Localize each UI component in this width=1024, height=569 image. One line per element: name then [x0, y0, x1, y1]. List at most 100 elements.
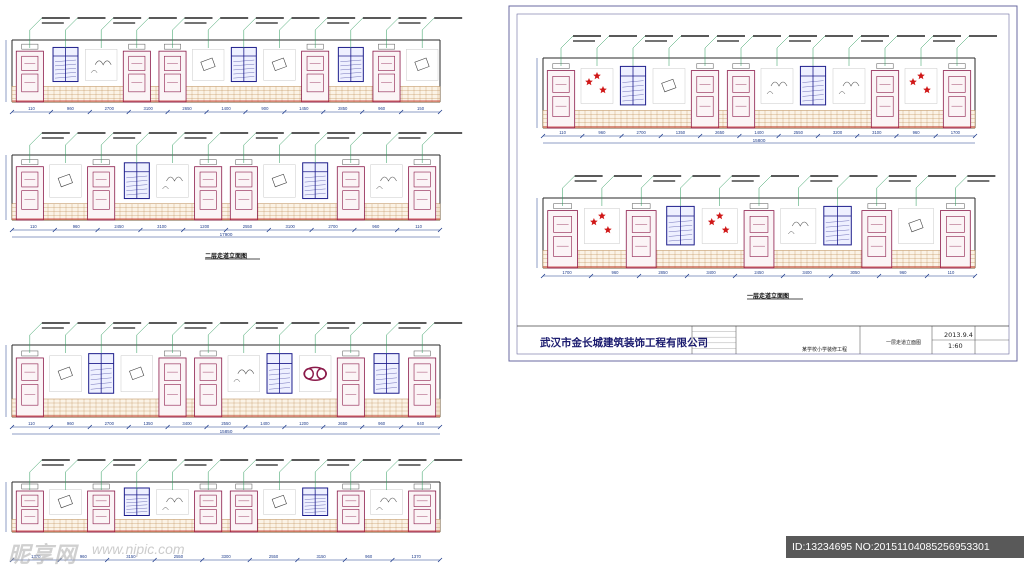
- dimension-value: 3050: [850, 270, 860, 275]
- overall-dimension: 15800: [753, 138, 766, 143]
- window-hatch: [269, 372, 290, 376]
- elevation-D: 1370 960 3150 2550 3300 2550 3150 960 1370: [5, 459, 463, 563]
- dimension-value: 1700: [562, 270, 572, 275]
- dimension-tick: [165, 109, 170, 115]
- leader-line: [65, 17, 78, 48]
- leader-line: [65, 322, 78, 353]
- dimension-value: 960: [365, 554, 373, 559]
- window-hatch: [269, 387, 290, 390]
- leader-line: [172, 322, 185, 353]
- wall-panel: [898, 208, 934, 244]
- window-hatch: [126, 501, 148, 503]
- dimension-tick: [204, 424, 209, 430]
- door: [726, 70, 756, 129]
- door-panel: [199, 494, 217, 507]
- star-decoration: [599, 86, 607, 94]
- leader-line: [956, 35, 970, 66]
- window-hatch: [668, 238, 693, 242]
- door-panel: [631, 236, 651, 257]
- title-block-grid: [517, 325, 1009, 354]
- dimension-tick: [126, 109, 132, 115]
- door-panel: [696, 96, 714, 117]
- window-hatch: [668, 220, 693, 223]
- window-hatch: [304, 504, 326, 507]
- door-panel: [235, 190, 253, 210]
- star-decoration: [590, 218, 598, 226]
- dimension-value: 960: [73, 224, 81, 229]
- leader-line: [29, 132, 43, 163]
- dimension-tick: [540, 273, 546, 279]
- dimension-value: 960: [598, 130, 606, 135]
- window-hatch: [622, 89, 644, 92]
- door-panel: [235, 171, 253, 188]
- dimension-tick: [619, 133, 624, 139]
- dimension-tick: [394, 227, 400, 233]
- leader-line: [172, 132, 185, 163]
- wall-panel: [49, 355, 82, 392]
- dimension-tick: [579, 133, 585, 139]
- sketch-decoration: [271, 173, 287, 188]
- dimension-value: 3150: [126, 554, 136, 559]
- door: [942, 70, 972, 129]
- star-decoration: [909, 78, 917, 86]
- dimension-tick: [9, 424, 15, 430]
- dimension-value: 2550: [243, 224, 253, 229]
- dimension-tick: [104, 557, 110, 563]
- dimension-tick: [684, 273, 690, 279]
- door-panel: [631, 216, 651, 233]
- dimension-value: 1400: [221, 106, 231, 111]
- leader-line: [680, 175, 693, 206]
- window-hatch: [825, 234, 850, 237]
- door-panel: [946, 216, 965, 233]
- dimension-value: 3100: [872, 130, 882, 135]
- window-hatch: [622, 98, 644, 102]
- dimension-tick: [165, 424, 170, 430]
- leader-line: [704, 35, 718, 66]
- elevation-C: 110 960 2700 1350 3400 2550 1400 1200 2650 960 640…: [5, 322, 463, 435]
- dimension-value: 960: [900, 270, 908, 275]
- window-hatch: [376, 368, 397, 371]
- leader-line: [314, 459, 328, 490]
- star-decoration: [598, 212, 606, 220]
- door: [15, 166, 44, 221]
- leader-line: [386, 132, 399, 163]
- door: [372, 50, 401, 103]
- leader-line: [668, 35, 682, 66]
- window-hatch: [340, 72, 362, 75]
- window-hatch: [269, 382, 290, 385]
- wall-panel: [904, 68, 938, 104]
- wall-panel: [299, 355, 332, 392]
- door-panel: [92, 509, 110, 525]
- dimension-tick: [933, 133, 939, 139]
- window-hatch: [802, 89, 824, 92]
- sketch-decoration: [271, 57, 287, 71]
- door-panel: [413, 494, 431, 507]
- leader-line: [29, 17, 43, 48]
- door-panel: [342, 190, 360, 210]
- leader-line: [172, 459, 185, 490]
- dimension-tick: [437, 424, 443, 430]
- dimension-tick: [87, 424, 93, 430]
- window-hatch: [55, 63, 76, 67]
- window-hatch: [668, 225, 693, 228]
- dimension-tick: [894, 133, 899, 139]
- door-panel: [749, 216, 769, 233]
- leader-line: [207, 459, 221, 490]
- dimension-tick: [57, 557, 62, 563]
- door-panel: [553, 236, 572, 257]
- door: [87, 166, 116, 221]
- sketch-decoration: [414, 57, 430, 71]
- door-panel: [21, 363, 39, 381]
- dimension-tick: [352, 227, 357, 233]
- dimension-tick: [9, 109, 15, 115]
- dimension-value: 150: [417, 106, 425, 111]
- window-hatch: [622, 85, 644, 88]
- wall-panel: [227, 355, 260, 392]
- window-hatch: [668, 229, 693, 232]
- window-hatch: [233, 59, 255, 62]
- dimension-tick: [854, 133, 860, 139]
- dimension-tick: [95, 227, 100, 233]
- door-panel: [21, 55, 39, 71]
- dimension-value: 3150: [316, 554, 326, 559]
- dimension-tick: [266, 227, 272, 233]
